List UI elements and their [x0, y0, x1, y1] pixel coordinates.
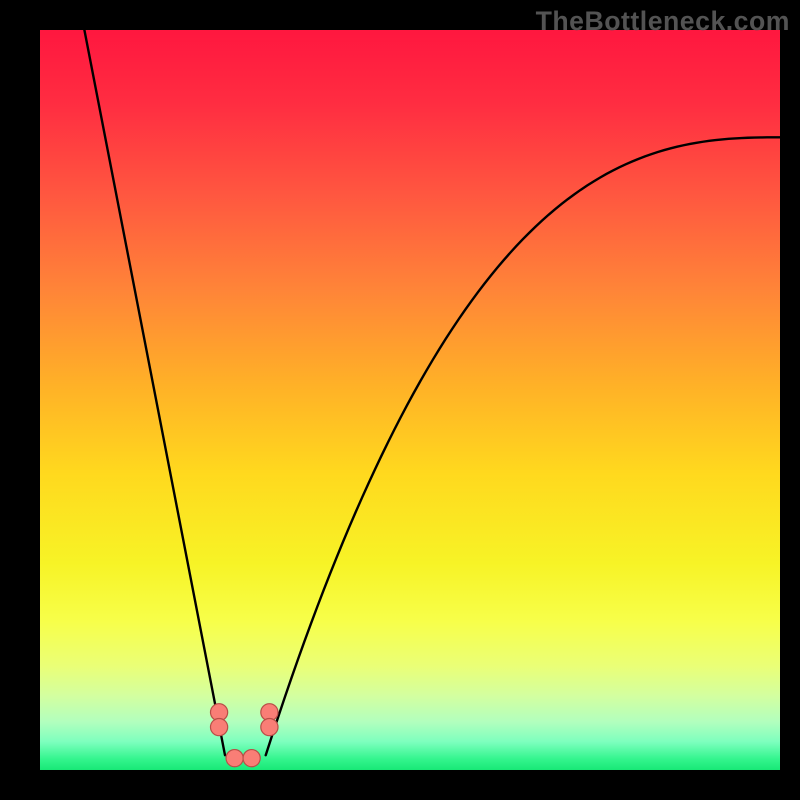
plot-area	[40, 30, 780, 770]
marker-dot	[261, 718, 278, 735]
marker-dot	[210, 718, 227, 735]
marker-dot	[226, 750, 243, 767]
marker-dot	[243, 750, 260, 767]
watermark-text: TheBottleneck.com	[536, 6, 790, 37]
plot-svg	[40, 30, 780, 770]
